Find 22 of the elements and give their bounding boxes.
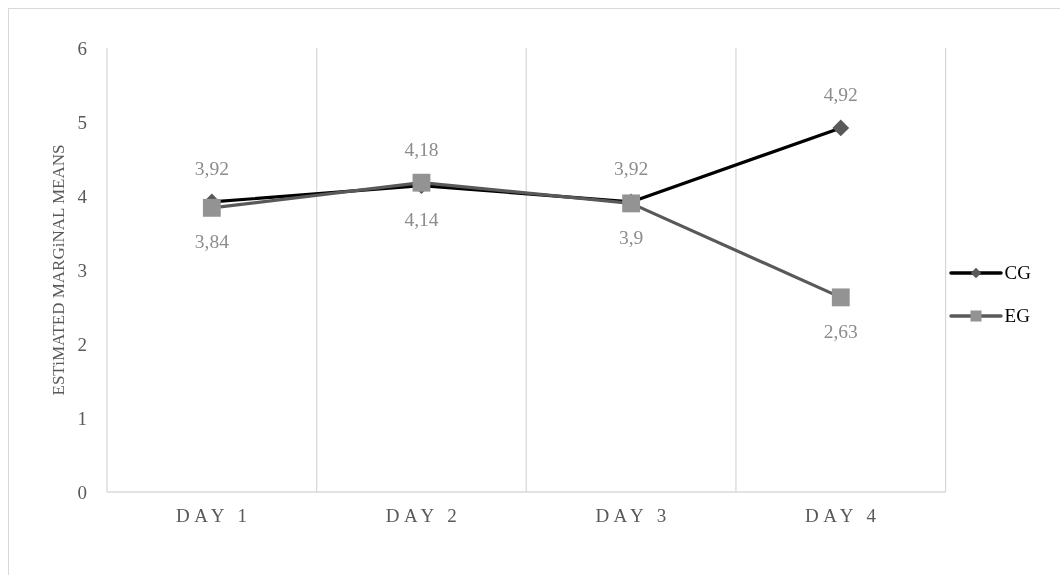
- y-tick-label: 4: [77, 185, 88, 207]
- x-tick-label: DAY 3: [595, 505, 671, 526]
- data-label: 3,84: [194, 231, 230, 253]
- data-label: 3,92: [194, 158, 229, 180]
- data-label: 3,92: [614, 158, 649, 180]
- legend-label: EG: [1004, 304, 1030, 327]
- y-tick-label: 5: [77, 111, 87, 133]
- data-label: 4,14: [404, 209, 439, 231]
- y-tick-label: 2: [77, 333, 87, 355]
- x-tick-label: DAY 2: [385, 505, 462, 526]
- y-axis-title: ESTiMATED MARGiNAL MEANS: [48, 144, 68, 396]
- data-label: 2,63: [823, 320, 858, 342]
- x-tick-label: DAY 1: [176, 505, 252, 526]
- y-tick-label: 0: [77, 481, 87, 503]
- data-label: 4,18: [404, 139, 439, 161]
- y-tick-label: 3: [77, 259, 87, 281]
- x-tick-label: DAY 4: [805, 505, 881, 526]
- data-label: 3,9: [618, 226, 644, 248]
- data-label: 4,92: [823, 84, 858, 106]
- y-tick-label: 1: [77, 407, 87, 429]
- y-tick-label: 6: [77, 37, 87, 59]
- legend-label: CG: [1004, 261, 1031, 284]
